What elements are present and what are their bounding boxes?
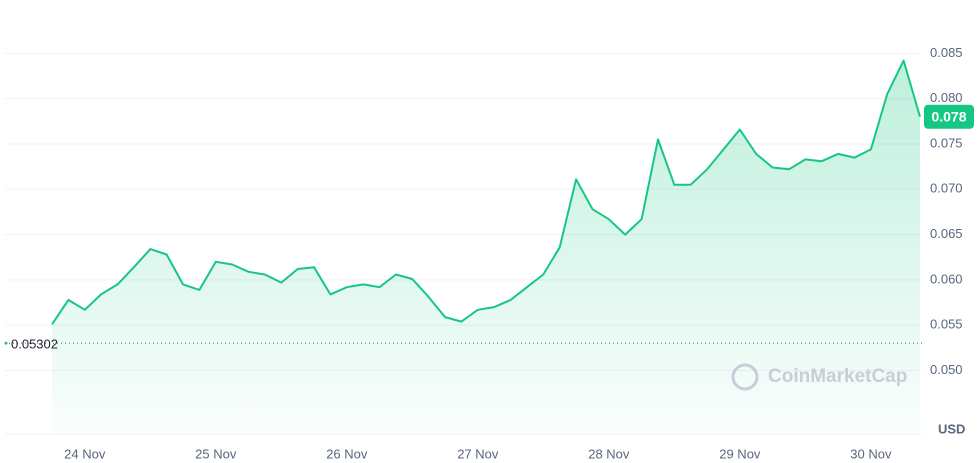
price-badge — [924, 104, 974, 129]
y-tick-label: 0.060 — [930, 271, 963, 286]
x-tick-label: 30 Nov — [850, 446, 892, 461]
y-tick-label: 0.070 — [930, 181, 963, 196]
reference-label: 0.05302 — [11, 337, 58, 352]
price-badge-label: 0.078 — [931, 108, 966, 124]
price-line — [51, 59, 921, 325]
y-tick-label: 0.050 — [930, 362, 963, 377]
plot — [51, 59, 921, 434]
y-tick-label: 0.055 — [930, 317, 963, 332]
watermark: CoinMarketCap — [768, 366, 907, 387]
x-tick-label: 27 Nov — [457, 446, 499, 461]
y-tick-label: 0.075 — [930, 135, 963, 150]
y-tick-label: 0.080 — [930, 90, 963, 105]
x-tick-label: 24 Nov — [64, 446, 106, 461]
watermark-logo — [731, 363, 759, 391]
area — [52, 60, 920, 434]
x-tick-label: 29 Nov — [719, 446, 761, 461]
x-tick-label: 26 Nov — [326, 446, 368, 461]
y-tick-label: 0.085 — [930, 45, 963, 60]
y-tick-label: 0.065 — [930, 226, 963, 241]
x-tick-label: 25 Nov — [195, 446, 237, 461]
x-tick-label: 28 Nov — [588, 446, 630, 461]
reference-dot — [4, 341, 8, 345]
currency-label: USD — [938, 421, 965, 436]
